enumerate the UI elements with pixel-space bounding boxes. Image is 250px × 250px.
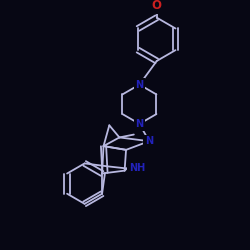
Text: NH: NH	[129, 164, 145, 173]
Text: O: O	[152, 0, 162, 12]
Text: N: N	[135, 119, 143, 129]
Text: N: N	[145, 136, 153, 146]
Text: N: N	[135, 80, 143, 90]
